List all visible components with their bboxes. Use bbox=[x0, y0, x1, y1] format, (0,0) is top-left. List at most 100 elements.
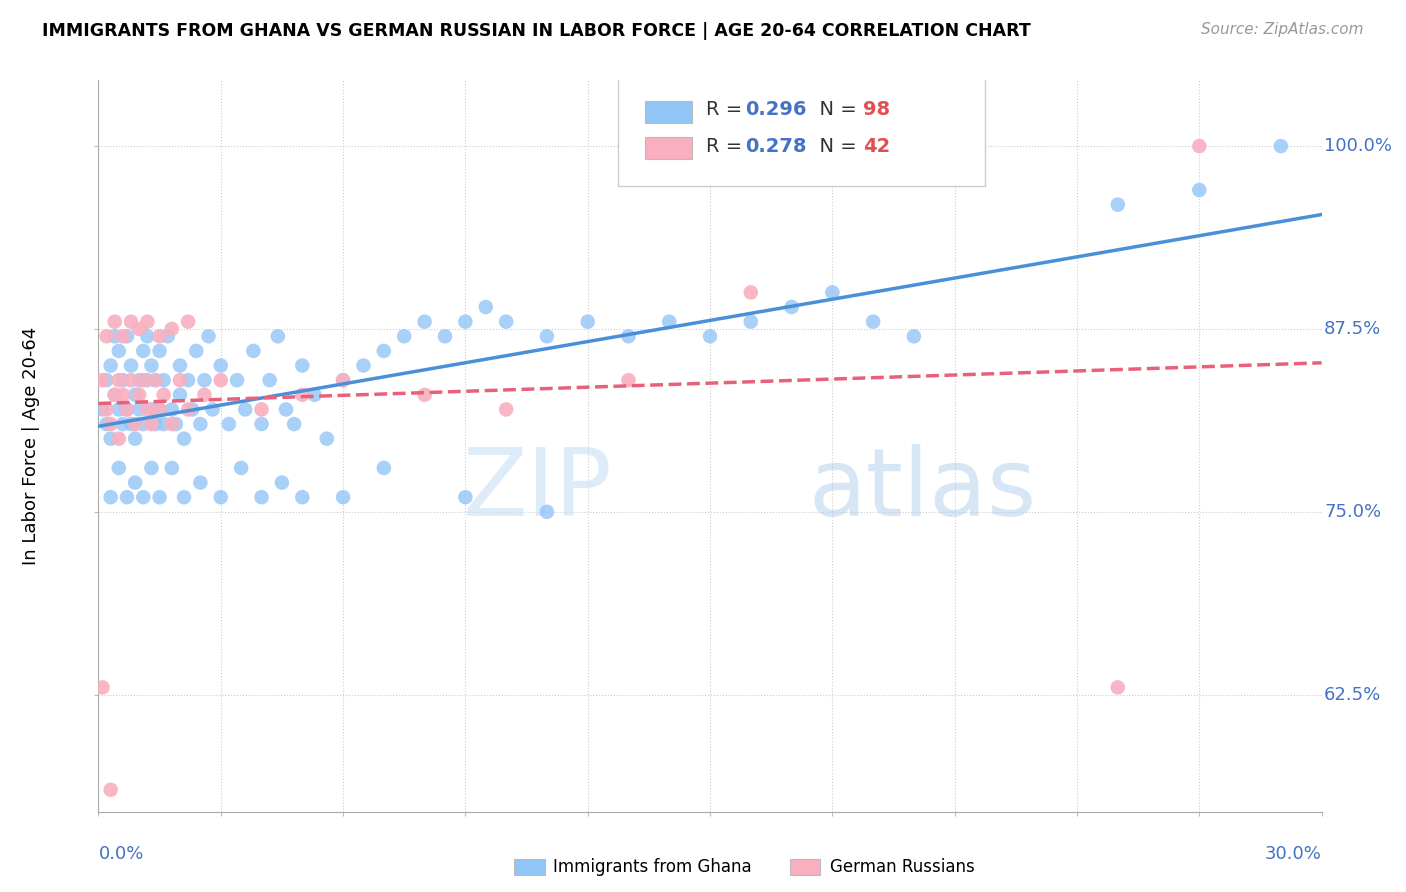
Point bbox=[141, 461, 163, 475]
Text: German Russians: German Russians bbox=[830, 857, 974, 876]
Point bbox=[160, 417, 183, 431]
Point bbox=[96, 329, 118, 343]
Point bbox=[160, 322, 183, 336]
Point bbox=[91, 373, 114, 387]
Point bbox=[104, 388, 127, 402]
Text: 42: 42 bbox=[863, 136, 890, 155]
Point bbox=[197, 329, 219, 343]
Point bbox=[96, 417, 118, 431]
Point bbox=[141, 402, 163, 417]
Point bbox=[740, 285, 762, 300]
Point bbox=[188, 475, 212, 490]
Point bbox=[108, 343, 131, 358]
Point bbox=[115, 490, 138, 504]
Point bbox=[209, 490, 232, 504]
Point bbox=[96, 373, 118, 387]
Point bbox=[173, 490, 195, 504]
Point bbox=[495, 315, 517, 329]
Point bbox=[173, 432, 195, 446]
Point bbox=[392, 329, 416, 343]
Point bbox=[124, 417, 146, 431]
Point bbox=[250, 490, 273, 504]
Point bbox=[108, 402, 131, 417]
Point bbox=[160, 461, 183, 475]
Point bbox=[108, 432, 131, 446]
Point bbox=[233, 402, 256, 417]
Point bbox=[145, 417, 167, 431]
Point bbox=[352, 359, 374, 373]
Point bbox=[177, 402, 200, 417]
Point bbox=[136, 402, 159, 417]
Point bbox=[209, 373, 232, 387]
Point bbox=[373, 461, 395, 475]
Point bbox=[177, 373, 200, 387]
Point bbox=[149, 402, 172, 417]
Point bbox=[1270, 139, 1292, 153]
Point bbox=[104, 315, 127, 329]
Point bbox=[100, 490, 122, 504]
Point bbox=[149, 402, 172, 417]
Text: 0.278: 0.278 bbox=[745, 136, 807, 155]
Point bbox=[91, 681, 114, 695]
FancyBboxPatch shape bbox=[790, 859, 820, 875]
Text: IMMIGRANTS FROM GHANA VS GERMAN RUSSIAN IN LABOR FORCE | AGE 20-64 CORRELATION C: IMMIGRANTS FROM GHANA VS GERMAN RUSSIAN … bbox=[42, 22, 1031, 40]
Text: In Labor Force | Age 20-64: In Labor Force | Age 20-64 bbox=[22, 326, 41, 566]
Point bbox=[242, 343, 264, 358]
Point bbox=[132, 490, 155, 504]
Text: 62.5%: 62.5% bbox=[1324, 686, 1381, 704]
Point bbox=[136, 329, 159, 343]
Point bbox=[267, 329, 290, 343]
Point bbox=[124, 388, 146, 402]
Text: 75.0%: 75.0% bbox=[1324, 503, 1381, 521]
Point bbox=[259, 373, 281, 387]
Point bbox=[108, 461, 131, 475]
Point bbox=[304, 388, 326, 402]
Point bbox=[120, 359, 142, 373]
Text: 0.296: 0.296 bbox=[745, 100, 807, 119]
Point bbox=[152, 417, 174, 431]
Point bbox=[100, 782, 122, 797]
Point bbox=[104, 329, 127, 343]
Point bbox=[149, 490, 172, 504]
Point bbox=[617, 329, 640, 343]
Point bbox=[201, 402, 224, 417]
Point bbox=[250, 402, 273, 417]
Point bbox=[315, 432, 337, 446]
Point bbox=[226, 373, 249, 387]
Point bbox=[474, 300, 498, 314]
Point bbox=[193, 373, 215, 387]
Point bbox=[862, 315, 884, 329]
Point bbox=[186, 343, 208, 358]
Point bbox=[100, 359, 122, 373]
Point bbox=[169, 373, 191, 387]
Point bbox=[291, 388, 314, 402]
Point bbox=[149, 343, 172, 358]
Text: R =: R = bbox=[706, 100, 749, 119]
Point bbox=[177, 315, 200, 329]
Point bbox=[699, 329, 721, 343]
Point bbox=[136, 373, 159, 387]
Text: 0.0%: 0.0% bbox=[98, 845, 143, 863]
Point bbox=[188, 417, 212, 431]
Point bbox=[903, 329, 925, 343]
FancyBboxPatch shape bbox=[645, 137, 692, 160]
Point bbox=[332, 373, 354, 387]
Point bbox=[132, 373, 155, 387]
Point bbox=[111, 373, 134, 387]
Point bbox=[100, 432, 122, 446]
Point bbox=[169, 388, 191, 402]
Point bbox=[658, 315, 681, 329]
Point bbox=[124, 475, 146, 490]
Point bbox=[111, 388, 134, 402]
Point bbox=[495, 402, 517, 417]
Text: 98: 98 bbox=[863, 100, 890, 119]
Point bbox=[821, 285, 844, 300]
Point bbox=[231, 461, 253, 475]
Point bbox=[274, 402, 297, 417]
Point bbox=[136, 315, 159, 329]
Point bbox=[115, 402, 138, 417]
Point bbox=[332, 490, 354, 504]
Point bbox=[536, 505, 558, 519]
FancyBboxPatch shape bbox=[645, 101, 692, 123]
Point bbox=[434, 329, 457, 343]
